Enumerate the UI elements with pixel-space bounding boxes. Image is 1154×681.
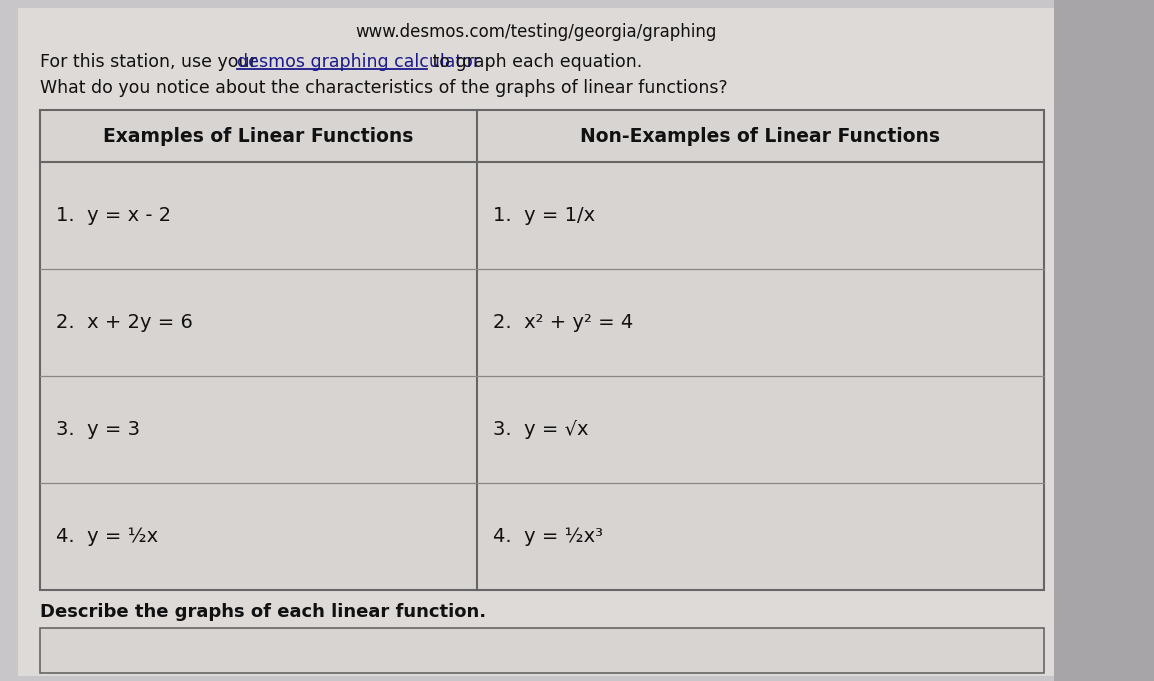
- Text: 1.  y = 1/x: 1. y = 1/x: [493, 206, 594, 225]
- Text: 4.  y = ½x³: 4. y = ½x³: [493, 527, 602, 546]
- Text: 4.  y = ½x: 4. y = ½x: [57, 527, 158, 546]
- Text: Non-Examples of Linear Functions: Non-Examples of Linear Functions: [580, 127, 941, 146]
- Text: 2.  x + 2y = 6: 2. x + 2y = 6: [57, 313, 193, 332]
- Text: to graph each equation.: to graph each equation.: [427, 53, 642, 71]
- Text: 2.  x² + y² = 4: 2. x² + y² = 4: [493, 313, 634, 332]
- Text: What do you notice about the characteristics of the graphs of linear functions?: What do you notice about the characteris…: [40, 79, 728, 97]
- Text: www.desmos.com/testing/georgia/graphing: www.desmos.com/testing/georgia/graphing: [355, 23, 717, 41]
- Text: 3.  y = √x: 3. y = √x: [493, 420, 589, 439]
- Text: 1.  y = x - 2: 1. y = x - 2: [57, 206, 171, 225]
- Bar: [1054, 0, 1154, 681]
- Text: Describe the graphs of each linear function.: Describe the graphs of each linear funct…: [40, 603, 486, 621]
- Text: desmos graphing calculator: desmos graphing calculator: [237, 53, 480, 71]
- Bar: [18, 8, 1054, 676]
- Bar: [40, 628, 1044, 673]
- Text: 3.  y = 3: 3. y = 3: [57, 420, 140, 439]
- Bar: [40, 110, 1044, 590]
- Text: Examples of Linear Functions: Examples of Linear Functions: [103, 127, 413, 146]
- Text: For this station, use your: For this station, use your: [40, 53, 262, 71]
